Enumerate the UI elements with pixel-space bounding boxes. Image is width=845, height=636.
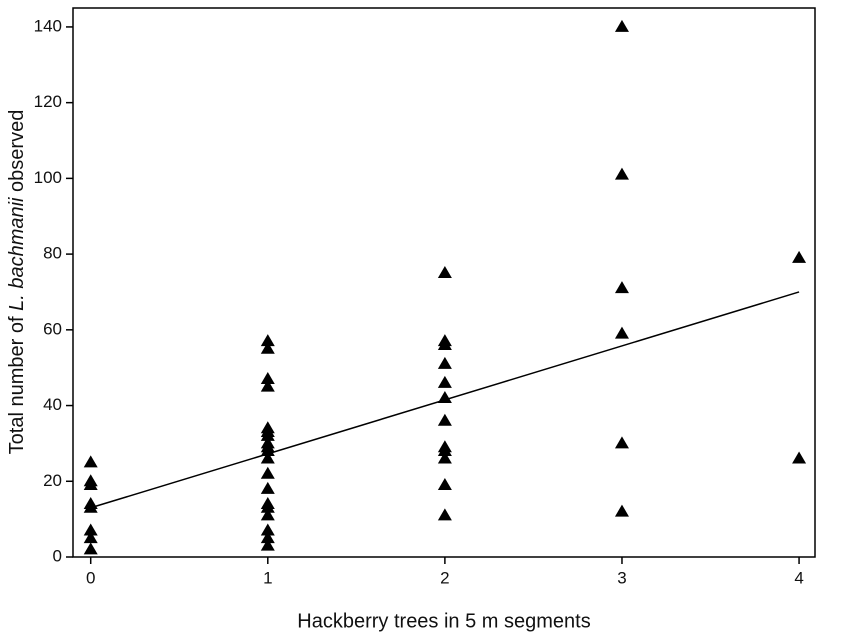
- data-point: [614, 281, 629, 294]
- data-point: [83, 500, 98, 513]
- y-tick-label: 0: [53, 546, 62, 565]
- data-point: [437, 451, 452, 464]
- x-tick-label: 0: [86, 568, 95, 587]
- data-point: [437, 413, 452, 426]
- data-point: [614, 19, 629, 32]
- data-point: [260, 341, 275, 354]
- data-point: [260, 466, 275, 479]
- y-axis-title: Total number of L. bachmanii observed: [6, 110, 28, 455]
- x-tick-label: 2: [440, 568, 449, 587]
- data-point: [83, 523, 98, 536]
- y-tick-label: 60: [43, 319, 62, 338]
- data-point: [260, 334, 275, 347]
- y-tick-label: 80: [43, 244, 62, 263]
- plot-frame: [72, 7, 816, 558]
- data-point: [260, 523, 275, 536]
- data-point: [260, 428, 275, 441]
- data-point: [260, 379, 275, 392]
- y-tick-label: 20: [43, 471, 62, 490]
- y-axis-title-part: observed: [6, 110, 28, 198]
- data-point: [437, 478, 452, 491]
- data-point: [792, 250, 807, 263]
- data-point: [260, 481, 275, 494]
- data-point: [614, 504, 629, 517]
- y-tick-label: 40: [43, 395, 62, 414]
- data-point: [83, 542, 98, 555]
- data-point: [614, 436, 629, 449]
- trend-line: [90, 291, 800, 509]
- data-point: [83, 478, 98, 491]
- data-point: [614, 326, 629, 339]
- x-tick-label: 1: [263, 568, 272, 587]
- data-point: [260, 538, 275, 551]
- data-point: [792, 451, 807, 464]
- data-point: [437, 337, 452, 350]
- data-point: [260, 451, 275, 464]
- data-point: [437, 443, 452, 456]
- x-tick-label: 4: [794, 568, 803, 587]
- y-tick-label: 140: [34, 16, 62, 35]
- data-point: [260, 372, 275, 385]
- data-point: [83, 455, 98, 468]
- data-point: [260, 500, 275, 513]
- data-point: [437, 390, 452, 403]
- data-point: [437, 266, 452, 279]
- data-point: [260, 531, 275, 544]
- y-axis-title-part: Total number of: [6, 311, 28, 454]
- data-point: [614, 167, 629, 180]
- y-tick-label: 100: [34, 168, 62, 187]
- data-point: [260, 508, 275, 521]
- data-point: [437, 375, 452, 388]
- y-tick-label: 120: [34, 92, 62, 111]
- y-axis-title-part: L. bachmanii: [6, 197, 28, 311]
- data-point: [83, 531, 98, 544]
- data-point: [437, 356, 452, 369]
- data-point: [437, 508, 452, 521]
- x-tick-label: 3: [617, 568, 626, 587]
- x-axis-title: Hackberry trees in 5 m segments: [297, 610, 590, 632]
